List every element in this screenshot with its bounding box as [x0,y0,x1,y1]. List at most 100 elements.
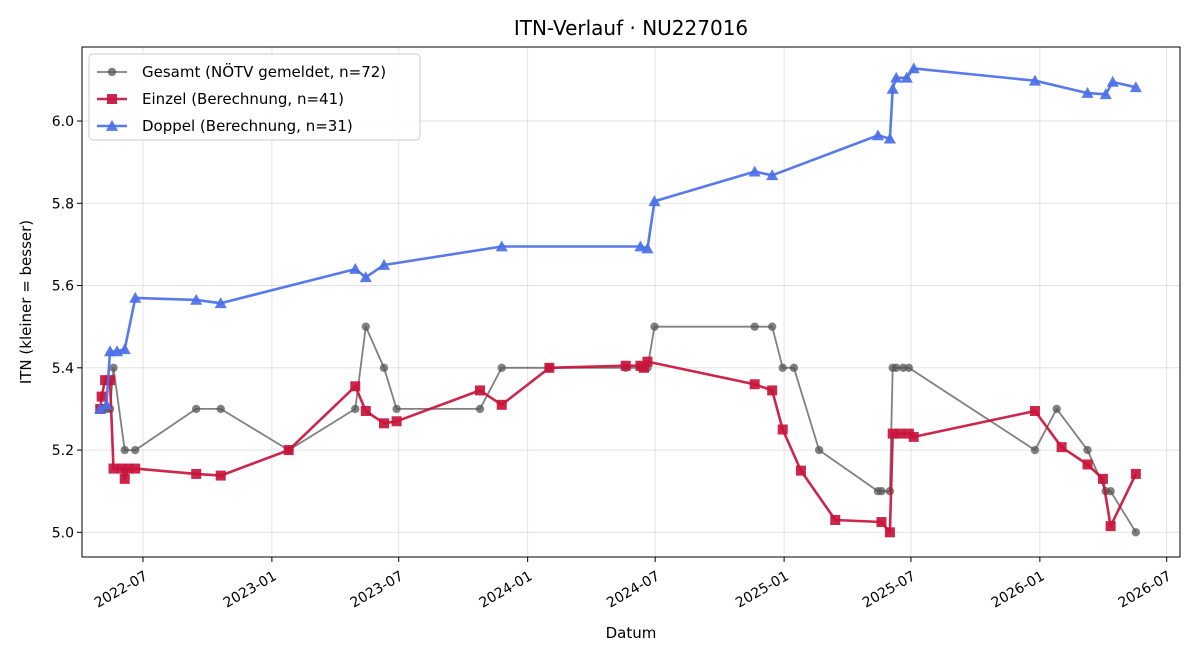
series-2-point [1029,405,1040,416]
series-1-point [1131,528,1141,537]
series-3-point [648,195,661,207]
series-3-point [1129,81,1142,93]
series-2-point [96,391,107,402]
series-2-point [130,463,141,474]
series-2-point [123,463,134,474]
series-2-point [1082,459,1093,470]
series-layer [94,62,1142,538]
series-2-point [749,379,760,390]
series-1-point [109,363,118,373]
series-1-point [1030,445,1040,455]
series-2 [95,356,1141,538]
y-tick-label: 6.0 [52,114,74,130]
legend-label-3: Doppel (Berechnung, n=31) [142,117,353,135]
series-2-point [391,416,402,427]
series-3-point [214,297,227,309]
series-1-point [904,363,914,373]
series-2-point [876,517,887,528]
series-3-line [99,67,1137,410]
series-3-point [129,291,142,303]
series-2-point [638,362,649,373]
series-2-point [105,375,116,386]
legend-label-1: Gesamt (NÖTV gemeldet, n=72) [142,62,386,81]
series-1-point [789,363,799,373]
series-2-point [496,399,507,410]
series-1-point [361,322,370,331]
series-2-point [777,424,788,435]
y-tick-label: 5.4 [52,361,74,377]
series-2-point [191,468,202,479]
series-2-point [795,465,806,476]
series-3 [94,62,1142,414]
y-tick-label: 5.0 [52,525,74,541]
series-1-point [131,445,140,455]
y-axis-title: ITN (kleiner = besser) [17,220,35,384]
series-2-point [642,356,653,367]
series-3-point [1099,88,1112,100]
series-1-point [1106,486,1115,496]
y-tick-label: 5.6 [52,279,74,295]
series-1-point [877,486,886,496]
series-2-point [108,463,119,474]
y-tick-label: 5.2 [52,443,74,459]
series-1-point [1052,404,1061,414]
series-3-point [1106,75,1119,87]
x-axis-title: Datum [606,624,657,642]
legend-box [88,53,421,141]
legend: Gesamt (NÖTV gemeldet, n=72) Einzel (Bere… [88,53,421,141]
series-2-point [620,360,631,371]
series-1-point [892,363,901,373]
series-3-point [883,132,896,144]
series-2-point [474,385,485,396]
series-2-point [1105,521,1116,532]
chart-title: ITN-Verlauf · NU227016 [514,16,748,40]
series-3-point [748,165,761,177]
series-2-point [116,463,127,474]
series-3-point [359,271,372,283]
series-3-point [100,398,113,410]
series-3-point [495,240,508,252]
series-1-point [192,404,201,414]
series-1-point [1083,445,1092,455]
series-1-point [475,404,485,414]
series-2-point [1130,468,1141,479]
series-3-point [1028,74,1042,86]
series-3-point [94,402,107,414]
series-2-point [544,362,555,373]
series-2-point [884,527,895,538]
series-2-point [215,470,226,481]
series-2-point [360,405,371,416]
series-2-point [767,385,778,396]
series-1-point [750,322,759,331]
series-3-point [766,169,779,181]
y-tick-label: 5.8 [52,196,74,212]
series-1-point [120,445,129,455]
series-3-point [349,263,362,274]
series-3-point [634,240,647,252]
series-2-point [1097,473,1108,484]
series-3-point [377,258,391,270]
legend-marker-2 [107,94,117,104]
series-3-point [1081,87,1094,98]
series-3-point [890,71,903,83]
series-1-point [814,445,824,455]
legend-label-2: Einzel (Berechnung, n=41) [142,90,344,108]
legend-marker-3 [105,119,119,131]
series-2-point [350,381,361,392]
series-2-point [908,431,919,442]
series-2-point [830,514,841,525]
series-2-point [283,445,294,456]
series-3-point [900,71,913,83]
series-1-point [778,363,787,373]
series-1-point [497,363,506,373]
series-1-point [650,322,659,331]
series-3-point [641,242,654,254]
series-2-point [119,473,130,484]
series-2-point [887,428,898,439]
series-3-point [118,343,131,355]
series-2-point [894,428,905,439]
series-3-point [190,293,203,305]
series-2-point [1056,442,1067,453]
series-2-point [379,418,390,429]
